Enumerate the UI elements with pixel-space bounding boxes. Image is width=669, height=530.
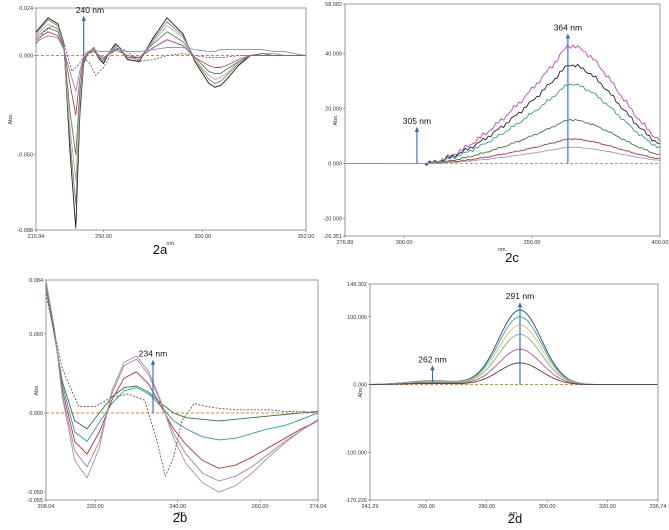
y-tick-label: 148.302	[347, 282, 367, 288]
chart-panel-2c: 276.89 300.00 350.00 400.00 58.082 40.000 20.0…	[323, 2, 668, 265]
x-tick-label: 215.94	[28, 234, 45, 240]
annotation-arrow-head	[565, 33, 571, 39]
panel-caption: 2b	[173, 510, 187, 525]
annotation-arrow-head	[414, 126, 420, 132]
series-line-s3	[45, 281, 318, 469]
series-line-s2	[345, 63, 660, 166]
plot-frame	[45, 279, 319, 501]
x-tick-label: 300.00	[539, 504, 556, 510]
plot-frame	[369, 283, 659, 501]
y-axis-label: Abs.	[8, 113, 14, 124]
x-tick-label: 241.29	[362, 504, 379, 510]
y-axis-label: Abs.	[358, 386, 364, 397]
y-tick-label: 0.000	[353, 383, 367, 389]
y-axis-label: Abs.	[34, 384, 40, 395]
y-tick-label: -0.088	[17, 228, 33, 234]
x-tick-label: 208.04	[38, 504, 55, 510]
series-line-s5	[370, 348, 658, 386]
series-line-s7	[35, 25, 306, 76]
y-tick-label: 100.000	[347, 315, 367, 321]
chart-panel-2d: 241.29 260.00 280.00 300.00 320.00 336.74 148.…	[345, 282, 666, 526]
series-line-s1	[35, 17, 306, 229]
annotation-label: 234 nm	[139, 349, 167, 359]
panel-caption: 2d	[508, 511, 522, 526]
y-tick-label: 0.000	[328, 162, 342, 168]
plot-frame	[35, 7, 307, 231]
y-tick-label: -26.351	[323, 234, 342, 240]
x-tick-label: 274.04	[310, 504, 327, 510]
x-tick-label: 240.00	[169, 504, 186, 510]
y-tick-label: 0.000	[19, 54, 33, 60]
x-axis-label: nm.	[166, 241, 176, 247]
y-tick-label: -0.055	[27, 498, 43, 504]
series-line-s5	[45, 279, 319, 493]
x-tick-label: 250.00	[95, 234, 112, 240]
chart-panel-2a: 215.94 250.00 300.00 352.00 0.024 0.000 -0.050…	[8, 5, 314, 257]
annotation-arrow-head	[517, 302, 523, 308]
annotation-label: 240 nm	[76, 5, 104, 15]
annotation-label: 291 nm	[506, 291, 534, 301]
y-tick-label: -100.000	[345, 450, 367, 456]
x-tick-label: 260.00	[252, 504, 269, 510]
x-axis-label: nm.	[177, 511, 187, 517]
series-line-s1	[369, 309, 658, 386]
y-axis-label: Abs.	[333, 114, 339, 125]
y-tick-label: 58.082	[325, 2, 342, 8]
x-tick-label: 320.00	[599, 504, 616, 510]
annotation-arrow-head	[81, 15, 86, 21]
series-line-s4	[35, 27, 306, 156]
series-line-s6	[345, 146, 660, 165]
y-tick-label: 0.084	[29, 278, 43, 284]
annotation-label: 305 nm	[403, 116, 431, 126]
annotation-label: 262 nm	[418, 354, 446, 364]
x-tick-label: 300.00	[194, 234, 211, 240]
y-tick-label: 0.000	[29, 411, 43, 417]
panel-caption: 2a	[153, 242, 168, 257]
series-line-s4	[45, 279, 319, 482]
series-line-s6	[45, 294, 318, 477]
y-tick-label: 0.050	[29, 332, 43, 338]
x-axis-label: nm.	[509, 511, 519, 517]
x-axis-label: nm.	[498, 247, 508, 253]
series-line-s2	[45, 283, 318, 442]
series-line-s6	[35, 35, 307, 92]
y-tick-label: -0.050	[27, 490, 43, 496]
x-tick-label: 400.00	[652, 240, 669, 246]
y-tick-label: 0.024	[19, 6, 33, 12]
series-line-s5	[345, 138, 660, 165]
series-line-s1	[45, 286, 318, 430]
x-tick-label: 260.00	[418, 504, 435, 510]
x-tick-label: 336.74	[650, 504, 667, 510]
x-tick-label: 352.00	[298, 234, 315, 240]
x-tick-label: 300.00	[396, 240, 413, 246]
x-tick-label: 220.00	[87, 504, 104, 510]
annotation-label: 364 nm	[554, 22, 582, 32]
x-tick-label: 276.89	[337, 240, 354, 246]
annotation-arrow-head	[430, 365, 435, 371]
series-line-s3	[345, 83, 660, 165]
plot-frame	[344, 3, 661, 237]
y-tick-label: -0.050	[17, 153, 33, 159]
y-tick-label: 20.000	[325, 107, 342, 113]
series-line-s4	[370, 333, 658, 386]
y-tick-label: -170.226	[345, 498, 367, 504]
y-tick-label: -20.000	[323, 217, 342, 223]
y-tick-label: 40.000	[325, 52, 342, 58]
annotation-arrow-head	[150, 359, 156, 365]
series-line-s3	[370, 324, 658, 386]
panel-caption: 2c	[505, 250, 519, 265]
series-line-s6	[370, 362, 658, 386]
chart-panel-2b: 208.04 220.00 240.00 260.00 274.04 0.084 0.050…	[27, 278, 326, 525]
series-line-s5	[35, 31, 306, 116]
x-tick-label: 280.00	[478, 504, 495, 510]
x-tick-label: 350.00	[524, 240, 541, 246]
